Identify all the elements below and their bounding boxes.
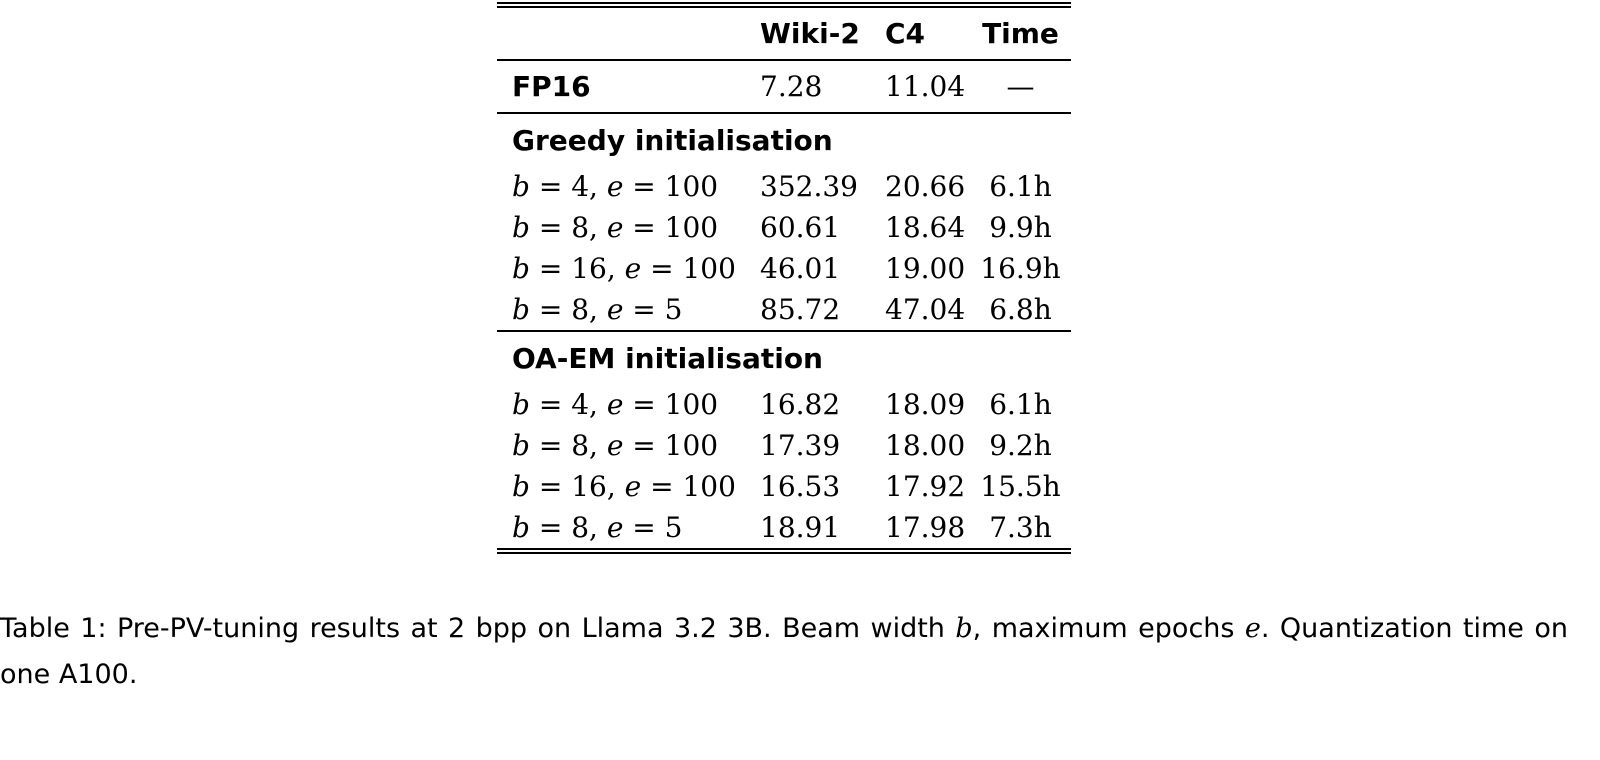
cell: 47.04 bbox=[870, 289, 970, 332]
cell: 19.00 bbox=[885, 252, 966, 285]
data-row: b = 8, e = 100 17.39 18.00 9.2h bbox=[497, 425, 1071, 466]
cell: 18.64 bbox=[885, 211, 966, 244]
cell: 17.92 bbox=[885, 470, 966, 503]
cell: 16.82 bbox=[760, 388, 841, 421]
cell: 7.3h bbox=[989, 511, 1052, 544]
table-caption: Table 1: Pre-PV-tuning results at 2 bpp … bbox=[0, 613, 1568, 690]
cell: 17.39 bbox=[760, 429, 841, 462]
cell: 11.04 bbox=[870, 60, 970, 114]
row-label: b = 8, e = 100 bbox=[512, 429, 719, 462]
cell: 16.9h bbox=[980, 252, 1061, 285]
cell: 7.28 bbox=[745, 60, 870, 114]
cell: 20.66 bbox=[885, 170, 966, 203]
row-label: b = 8, e = 5 bbox=[512, 511, 683, 544]
cell: 9.2h bbox=[989, 429, 1052, 462]
cell: 15.5h bbox=[980, 470, 1061, 503]
data-row: b = 16, e = 100 16.53 17.92 15.5h bbox=[497, 466, 1071, 507]
cell: 60.61 bbox=[760, 211, 841, 244]
row-label: b = 16, e = 100 bbox=[512, 470, 736, 503]
data-row: b = 4, e = 100 16.82 18.09 6.1h bbox=[497, 384, 1071, 425]
section-title: Greedy initialisation bbox=[512, 123, 833, 157]
cell: — bbox=[970, 60, 1071, 114]
cell: 18.91 bbox=[760, 511, 841, 544]
row-label: b = 16, e = 100 bbox=[512, 252, 736, 285]
cell: 18.09 bbox=[885, 388, 966, 421]
data-row: b = 8, e = 100 60.61 18.64 9.9h bbox=[497, 207, 1071, 248]
cell: 16.53 bbox=[760, 470, 841, 503]
row-label: b = 4, e = 100 bbox=[512, 170, 719, 203]
cell: 18.00 bbox=[885, 429, 966, 462]
header-cell: Wiki-2 bbox=[745, 5, 870, 61]
data-row: b = 4, e = 100 352.39 20.66 6.1h bbox=[497, 166, 1071, 207]
data-row: b = 8, e = 5 18.91 17.98 7.3h bbox=[497, 507, 1071, 551]
row-label: FP16 bbox=[497, 60, 745, 114]
row-label: b = 4, e = 100 bbox=[512, 388, 719, 421]
header-cell bbox=[497, 5, 745, 61]
section-row: Greedy initialisation bbox=[497, 113, 1071, 166]
header-cell: Time bbox=[970, 5, 1071, 61]
cell: 6.8h bbox=[970, 289, 1071, 332]
row-label: b = 8, e = 100 bbox=[512, 211, 719, 244]
header-cell: C4 bbox=[870, 5, 970, 61]
cell: 9.9h bbox=[989, 211, 1052, 244]
baseline-row: FP16 7.28 11.04— bbox=[497, 60, 1071, 114]
cell: 6.1h bbox=[989, 170, 1052, 203]
header-row: Wiki-2 C4 Time bbox=[497, 5, 1071, 61]
section-row: OA-EM initialisation bbox=[497, 331, 1071, 384]
data-row: b = 16, e = 100 46.01 19.00 16.9h bbox=[497, 248, 1071, 289]
cell: 6.1h bbox=[989, 388, 1052, 421]
results-table: Wiki-2 C4 Time FP16 7.28 11.04— Greedy initial… bbox=[497, 2, 1071, 554]
data-row: b = 8, e = 5 85.72 47.04 6.8h bbox=[497, 289, 1071, 332]
section-title: OA-EM initialisation bbox=[512, 341, 823, 375]
cell: 17.98 bbox=[885, 511, 966, 544]
cell: 85.72 bbox=[745, 289, 870, 332]
row-label: b = 8, e = 5 bbox=[497, 289, 745, 332]
cell: 352.39 bbox=[760, 170, 858, 203]
cell: 46.01 bbox=[760, 252, 841, 285]
